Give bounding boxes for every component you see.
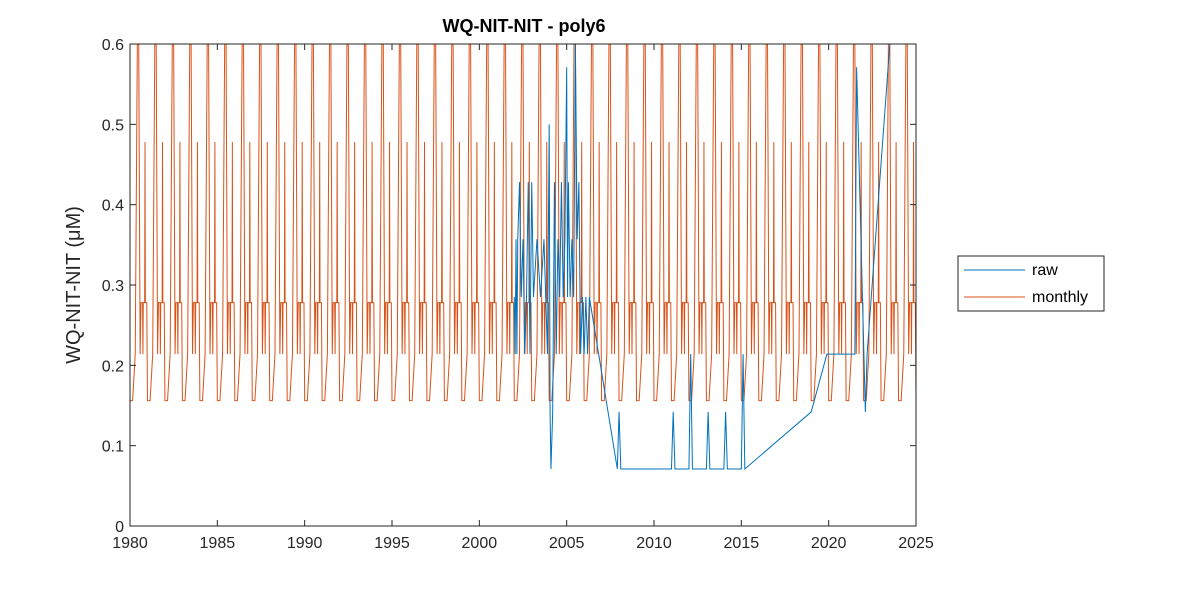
legend-label-raw: raw: [1032, 262, 1058, 279]
x-tick-label: 1985: [200, 535, 236, 552]
x-tick-label: 2025: [898, 535, 934, 552]
x-tick-label: 2010: [636, 535, 672, 552]
series-line-raw: [513, 43, 891, 471]
y-axis: 0 0.1 0.2 0.3 0.4 0.5 0.6: [102, 37, 916, 536]
x-tick-label: 2000: [462, 535, 498, 552]
series-line-monthly: [130, 43, 917, 402]
y-tick-label: 0.5: [102, 117, 124, 134]
y-tick-label: 0.2: [102, 358, 124, 375]
x-tick-label: 2005: [549, 535, 585, 552]
series-layer: [130, 43, 917, 471]
x-tick-label: 1980: [112, 535, 148, 552]
x-tick-label: 1995: [374, 535, 410, 552]
x-tick-label: 2020: [811, 535, 847, 552]
x-tick-label: 2015: [724, 535, 760, 552]
y-tick-label: 0.4: [102, 198, 124, 215]
y-tick-label: 0.6: [102, 37, 124, 54]
y-axis-label: WQ-NIT-NIT (μM): [63, 206, 85, 364]
y-tick-label: 0.3: [102, 278, 124, 295]
legend-box: [957, 255, 1105, 312]
x-axis: 1980 1985 1990 1995 2000 2005 2010 2015 2020 2025: [112, 44, 934, 552]
legend: raw monthly: [957, 255, 1105, 312]
legend-label-monthly: monthly: [1032, 289, 1088, 306]
y-tick-label: 0.1: [102, 439, 124, 456]
y-tick-label: 0: [115, 519, 124, 536]
x-tick-label: 1990: [287, 535, 323, 552]
chart-title: WQ-NIT-NIT - poly6: [443, 16, 606, 36]
